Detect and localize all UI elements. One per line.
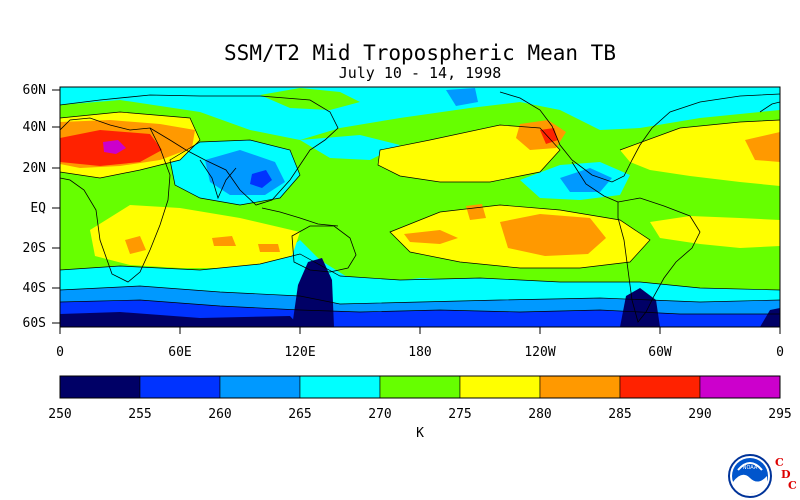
lon-label: 0: [776, 345, 784, 360]
band-290-295-sahara: [103, 140, 126, 154]
contour-map: [60, 87, 780, 327]
lon-label: 120E: [284, 345, 315, 360]
colorbar-swatch: [699, 375, 781, 399]
colorbar-level-label: 255: [128, 407, 151, 422]
band-265-270-pacific: [300, 135, 400, 160]
lon-label: 180: [408, 345, 431, 360]
lat-label: 60S: [23, 316, 46, 331]
contour-line-e: [60, 285, 780, 305]
coastline-eurasia: [60, 94, 339, 206]
coastline-india: [199, 159, 237, 200]
lat-label: 20N: [23, 161, 46, 176]
colorbar-level-label: 260: [208, 407, 231, 422]
band-280-285-spacific: [500, 214, 606, 256]
colorbar-swatch: [59, 375, 141, 399]
band-250-255-samerica: [620, 288, 660, 327]
contour-line-d: [60, 253, 780, 291]
noaa-logo-wave: [733, 474, 767, 494]
colorbar-swatch: [459, 375, 541, 399]
band-260-265-north: [446, 88, 478, 106]
lat-label: 60N: [23, 83, 46, 98]
band-250-255-south: [60, 312, 300, 327]
noaa-logo-text: NOAA: [743, 465, 758, 471]
band-255-260-asia: [250, 170, 272, 188]
colorbar-frame: [59, 375, 781, 399]
colorbar-labels: 250 255 260 265 270 275 280 285 290 295: [48, 407, 791, 422]
coastline-indonesia: [261, 207, 339, 227]
lon-label: 120W: [524, 345, 555, 360]
lon-label: 60E: [168, 345, 191, 360]
band-250-255-east: [760, 308, 780, 327]
lat-label: EQ: [30, 201, 46, 216]
noaa-logo-gull: [737, 462, 763, 471]
figure-subtitle: July 10 - 14, 1998: [339, 64, 502, 82]
coastline-north-america: [499, 91, 780, 183]
lat-label: 20S: [23, 241, 46, 256]
cdc-letter: D: [781, 468, 791, 481]
band-285-290-central: [540, 128, 558, 144]
colorbar-level-label: 280: [528, 407, 551, 422]
contour-line-a: [60, 111, 201, 179]
latitude-axis: 60N 40N 20N EQ 20S 40S 60S: [23, 83, 60, 331]
band-275-280-pacific: [378, 125, 560, 182]
lon-label: 60W: [648, 345, 672, 360]
band-280-285-east: [745, 132, 780, 162]
lon-label: 0: [56, 345, 64, 360]
lat-label: 40S: [23, 281, 46, 296]
colorbar-swatch: [379, 375, 461, 399]
cdc-letter: C: [775, 456, 784, 469]
contour-line-g: [169, 139, 301, 206]
colorbar-swatch: [299, 375, 381, 399]
band-275-280-south-africa: [90, 205, 300, 268]
colorbar-level-label: 265: [288, 407, 311, 422]
band-280-285-pocket-b: [212, 236, 236, 246]
coastline-south-america: [617, 197, 701, 323]
contour-line-h: [619, 119, 780, 151]
lon-ticks: [59, 327, 781, 334]
colorbar-level-label: 250: [48, 407, 71, 422]
coastline-central-america: [571, 161, 619, 203]
longitude-axis: 0 60E 120E 180 120W 60W 0: [56, 327, 784, 360]
band-275-280-samerica: [650, 216, 780, 248]
colorbar-level-label: 275: [448, 407, 471, 422]
figure-title: SSM/T2 Mid Tropospheric Mean TB: [224, 41, 616, 65]
contour-line-b: [377, 124, 561, 183]
band-260-265-atlantic: [560, 168, 612, 192]
colorbar: 250 255 260 265 270 275 280 285 290 295 K: [48, 375, 792, 441]
colorbar-level-label: 270: [368, 407, 391, 422]
coastline-europe-east: [759, 101, 780, 113]
lat-label: 40N: [23, 120, 46, 135]
colorbar-swatch: [619, 375, 701, 399]
colorbar-swatch: [139, 375, 221, 399]
contour-line-c: [389, 204, 651, 269]
band-275-280-america: [620, 120, 780, 186]
lat-ticks: [52, 89, 60, 324]
colorbar-level-label: 295: [768, 407, 791, 422]
colorbar-swatch: [539, 375, 621, 399]
band-280-285-pocket-d: [404, 230, 458, 244]
noaa-logo: NOAA C D C: [728, 454, 797, 498]
colorbar-swatch: [219, 375, 301, 399]
band-280-285-pocket-a: [125, 236, 146, 254]
colorbar-swatches: [59, 375, 781, 399]
coastline-australia: [291, 225, 357, 273]
colorbar-level-label: 290: [688, 407, 711, 422]
band-280-285-pocket-c: [258, 244, 280, 252]
coastline-africa: [60, 117, 171, 283]
band-280-285-pocket-e: [466, 204, 486, 220]
band-270-275-north: [260, 88, 360, 110]
cdc-letter: C: [788, 479, 797, 492]
colorbar-unit: K: [416, 426, 424, 441]
contour-line-f: [60, 299, 780, 315]
colorbar-level-label: 285: [608, 407, 631, 422]
